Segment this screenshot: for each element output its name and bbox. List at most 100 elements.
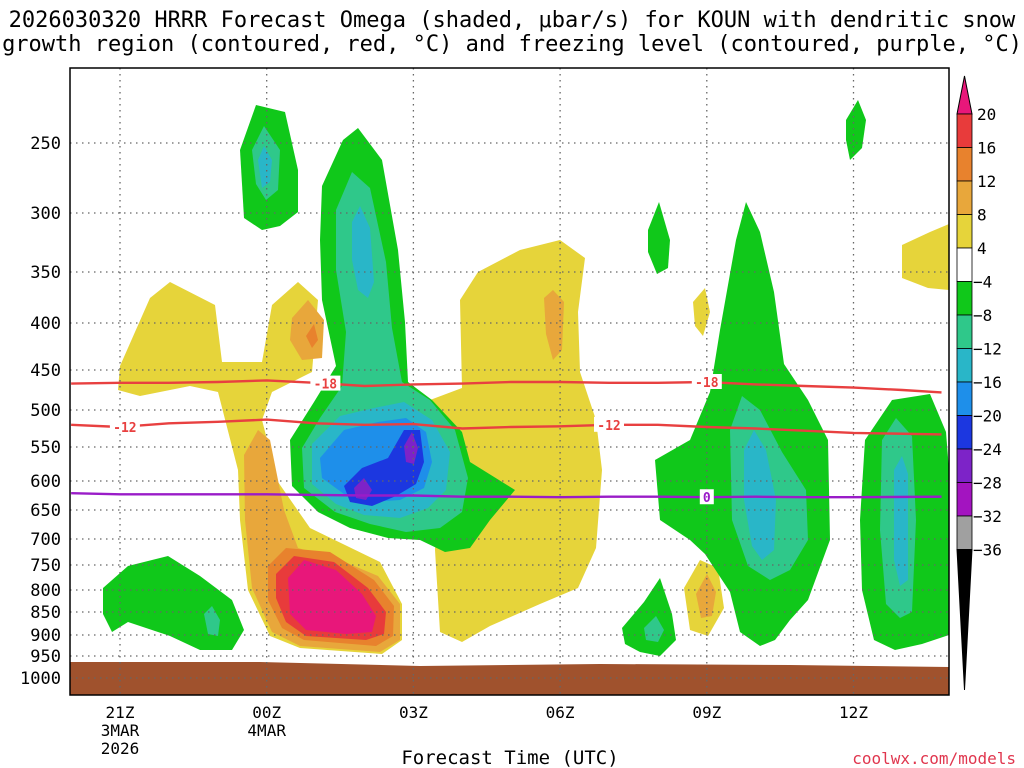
omega-fill-4-8: [902, 224, 949, 290]
contour-label: -12: [594, 416, 624, 434]
y-tick-label: 600: [30, 472, 61, 492]
omega-fill-8-12: [290, 300, 324, 360]
colorbar-level-label: 20: [977, 105, 996, 124]
x-tick-date: 4MAR: [247, 721, 286, 740]
omega-fill-12-16: [306, 324, 318, 348]
svg-text:-12: -12: [113, 421, 136, 436]
x-tick: 21Z 3MAR 2026: [101, 703, 140, 758]
x-tick-label: 21Z: [106, 703, 135, 722]
y-tick-label: 400: [30, 314, 61, 334]
omega-fill-neg4-neg8: [846, 100, 866, 160]
dendritic-contour-minus18: [71, 379, 942, 394]
y-tick-label: 800: [30, 581, 61, 601]
omega-fill-8-12: [696, 574, 716, 618]
x-tick-label: 12Z: [839, 703, 868, 722]
colorbar-segment: [956, 281, 973, 316]
svg-text:-12: -12: [597, 419, 620, 434]
contour-label: -12: [109, 419, 140, 436]
colorbar-level-label: −16: [973, 373, 1002, 392]
x-axis: 21Z 3MAR 2026 00Z 4MAR 03Z 06Z 09Z 12Z: [101, 703, 869, 758]
y-tick-label: 700: [30, 530, 61, 550]
svg-text:-18: -18: [695, 376, 719, 391]
credit-text: coolwx.com/models: [852, 749, 1016, 768]
colorbar: 20 16 12 8 4 −4 −8 −12 −16 −20 −24 −28 −…: [956, 75, 1002, 691]
y-tick-label: 350: [30, 263, 61, 283]
x-tick-year: 2026: [101, 739, 140, 758]
contour-label: -18: [310, 375, 341, 393]
chart-title-line2: growth region (contoured, red, °C) and f…: [2, 32, 1022, 57]
colorbar-segment: [956, 314, 973, 349]
x-tick: 09Z: [692, 703, 721, 722]
omega-shading: [70, 100, 949, 695]
colorbar-segment: [956, 515, 973, 550]
colorbar-level-label: −24: [973, 440, 1002, 459]
omega-fill-neg12-neg16: [894, 456, 908, 586]
y-tick-label: 500: [30, 401, 61, 421]
omega-fill-8-12: [544, 290, 564, 360]
svg-text:-18: -18: [314, 378, 338, 393]
colorbar-segment: [956, 448, 973, 483]
contour-lines: [71, 379, 942, 499]
colorbar-segment: [956, 381, 973, 416]
colorbar-top-arrow: [956, 75, 973, 115]
y-tick-label: 950: [30, 647, 61, 667]
chart-title-line1: 2026030320 HRRR Forecast Omega (shaded, …: [9, 8, 1016, 33]
x-tick-label: 03Z: [399, 703, 428, 722]
omega-fill-neg4-neg8: [622, 578, 676, 656]
colorbar-segment: [956, 415, 973, 450]
plot-area: -18 -18 -12 -12 0: [69, 67, 950, 696]
colorbar-level-label: −28: [973, 474, 1002, 493]
colorbar-level-label: −12: [973, 340, 1002, 359]
y-tick-label: 450: [30, 361, 61, 381]
svg-text:0: 0: [703, 491, 711, 506]
colorbar-segment: [956, 348, 973, 383]
colorbar-segment: [956, 482, 973, 517]
x-tick: 12Z: [839, 703, 868, 722]
contour-label: 0: [699, 489, 714, 506]
y-tick-label: 550: [30, 438, 61, 458]
x-tick-label: 06Z: [546, 703, 575, 722]
omega-fill-neg12-neg16: [744, 430, 776, 560]
x-tick-label: 09Z: [692, 703, 721, 722]
colorbar-level-label: 4: [977, 239, 987, 258]
colorbar-level-label: 8: [977, 206, 987, 225]
omega-fill-neg8-neg12: [204, 606, 220, 636]
omega-fill-neg4-neg8: [648, 202, 670, 274]
x-tick: 03Z: [399, 703, 428, 722]
colorbar-segment: [956, 247, 973, 282]
y-tick-label: 250: [30, 134, 61, 154]
colorbar-level-label: 12: [977, 172, 996, 191]
terrain-fill: [70, 662, 949, 695]
y-tick-label: 1000: [20, 669, 61, 689]
colorbar-level-label: −36: [973, 541, 1002, 560]
colorbar-level-label: −8: [973, 306, 992, 325]
colorbar-segment: [956, 180, 973, 215]
omega-fill-20-plus: [288, 560, 376, 634]
omega-fill-neg12-neg16: [352, 206, 374, 298]
colorbar-level-label: −32: [973, 507, 1002, 526]
contour-labels: -18 -18 -12 -12 0: [109, 374, 722, 506]
y-tick-label: 900: [30, 626, 61, 646]
y-tick-label: 850: [30, 603, 61, 623]
colorbar-segment: [956, 147, 973, 182]
colorbar-bottom-arrow: [956, 549, 973, 691]
y-tick-label: 300: [30, 204, 61, 224]
colorbar-segment: [956, 214, 973, 249]
omega-fill-neg12-neg16: [258, 146, 272, 188]
colorbar-level-label: 16: [977, 139, 996, 158]
plot-frame: [69, 67, 950, 696]
y-tick-label: 750: [30, 556, 61, 576]
colorbar-segment: [956, 113, 973, 148]
omega-fill-4-8: [693, 288, 710, 336]
x-tick-date: 3MAR: [101, 721, 140, 740]
x-tick: 06Z: [546, 703, 575, 722]
x-tick-label: 00Z: [252, 703, 281, 722]
x-tick: 00Z 4MAR: [247, 703, 286, 740]
y-tick-label: 650: [30, 501, 61, 521]
omega-fill-neg24-neg28: [404, 432, 418, 464]
dendritic-contour-minus12: [71, 418, 942, 436]
contour-label: -18: [691, 374, 722, 391]
freezing-level-contour-0: [71, 492, 942, 499]
colorbar-level-label: −4: [973, 273, 992, 292]
